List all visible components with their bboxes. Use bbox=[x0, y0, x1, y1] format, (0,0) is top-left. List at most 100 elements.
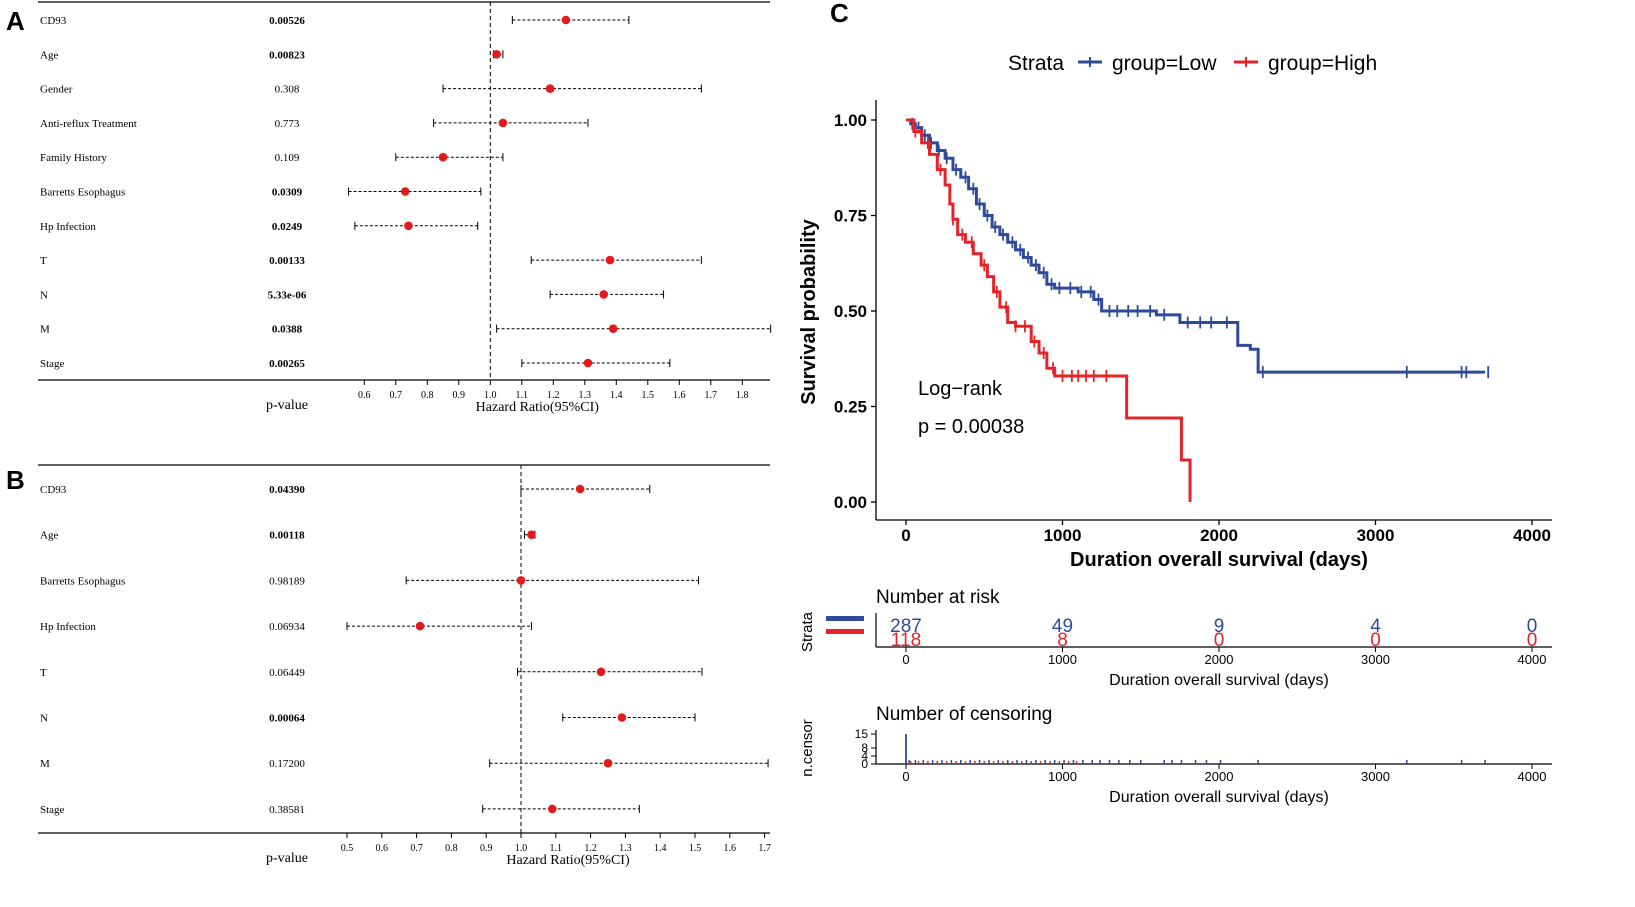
x-axis-label: Hazard Ratio(95%CI) bbox=[476, 400, 600, 415]
x-tick-label: 0.7 bbox=[390, 390, 403, 401]
x-tick-label: 1.1 bbox=[516, 390, 529, 401]
row-pvalue: 0.38581 bbox=[269, 804, 305, 816]
row-label: T bbox=[40, 255, 47, 267]
risk-count-high: 8 bbox=[1057, 630, 1068, 651]
hr-point bbox=[516, 576, 526, 585]
risk-swatch-high bbox=[826, 629, 864, 634]
censor-x-tick-label: 4000 bbox=[1518, 769, 1547, 784]
row-label: Age bbox=[40, 530, 58, 542]
row-pvalue: 0.04390 bbox=[269, 484, 305, 496]
row-pvalue: 0.00526 bbox=[269, 15, 305, 27]
risk-x-tick-label: 0 bbox=[902, 652, 909, 667]
hr-point bbox=[608, 324, 618, 334]
row-label: T bbox=[40, 667, 47, 679]
hr-point bbox=[583, 358, 593, 368]
row-label: Barretts Esophagus bbox=[40, 187, 125, 199]
hr-point bbox=[548, 804, 557, 814]
legend-label-high: group=High bbox=[1268, 52, 1377, 75]
x-tick-label: 0.6 bbox=[376, 843, 389, 854]
x-tick-label: 1000 bbox=[1044, 526, 1082, 545]
y-tick-label: 0.25 bbox=[834, 398, 867, 417]
row-pvalue: 0.00823 bbox=[269, 49, 305, 61]
row-label: CD93 bbox=[40, 15, 67, 27]
x-tick-label: 4000 bbox=[1513, 526, 1551, 545]
x-tick-label: 1.3 bbox=[579, 390, 592, 401]
row-label: N bbox=[40, 713, 48, 725]
x-tick-label: 1.7 bbox=[705, 390, 718, 401]
hr-point bbox=[527, 530, 536, 539]
censor-x-tick-label: 2000 bbox=[1205, 769, 1234, 784]
hr-point bbox=[617, 713, 627, 722]
x-tick-label: 1.4 bbox=[654, 843, 667, 854]
hr-point bbox=[415, 621, 425, 631]
x-tick-label: 1.1 bbox=[550, 843, 563, 854]
censor-y-tick-label: 4 bbox=[861, 749, 868, 763]
x-tick-label: 0.6 bbox=[358, 390, 371, 401]
hr-point bbox=[596, 667, 606, 677]
x-tick-label: 1.7 bbox=[758, 843, 771, 854]
x-tick-label: 0 bbox=[901, 526, 910, 545]
row-pvalue: 0.06934 bbox=[269, 621, 305, 633]
forest-plot-b: 0.5 0.6 0.7 0.8 0.9 1.0 1.1 1.2 1.3 1.4 1.5 1.6 1.7 H… bbox=[38, 464, 771, 868]
y-tick-label: 0.00 bbox=[834, 493, 867, 512]
logrank-label: Log−rank bbox=[918, 378, 1003, 400]
pvalue-header: p-value bbox=[266, 851, 308, 866]
censor-title: Number of censoring bbox=[876, 704, 1052, 725]
censor-x-label: Duration overall survival (days) bbox=[1109, 789, 1329, 806]
hr-point bbox=[492, 50, 501, 59]
row-label: Stage bbox=[40, 804, 65, 816]
risk-y-label: Strata bbox=[799, 611, 816, 652]
risk-count-low: 9 bbox=[1214, 616, 1225, 637]
hr-point bbox=[404, 221, 413, 231]
x-tick-label: 2000 bbox=[1200, 526, 1238, 545]
risk-count-high: 118 bbox=[891, 630, 921, 651]
censor-x-tick-label: 0 bbox=[902, 769, 909, 784]
row-pvalue: 0.308 bbox=[275, 84, 300, 96]
y-tick-label: 0.75 bbox=[834, 207, 867, 226]
hr-point bbox=[545, 84, 555, 93]
row-label: Family History bbox=[40, 152, 107, 164]
panel-a-label: A bbox=[6, 6, 25, 36]
row-pvalue: 0.00133 bbox=[269, 255, 305, 267]
survival-curve-low bbox=[906, 118, 1486, 374]
row-pvalue: 0.00064 bbox=[269, 713, 305, 725]
y-tick-label: 0.50 bbox=[834, 302, 867, 321]
x-axis-label: Duration overall survival (days) bbox=[1070, 549, 1368, 571]
risk-count-low: 0 bbox=[1527, 616, 1538, 637]
row-pvalue: 0.98189 bbox=[269, 575, 305, 587]
x-tick-label: 1.4 bbox=[610, 390, 623, 401]
row-label: M bbox=[40, 758, 50, 770]
x-tick-label: 0.8 bbox=[445, 843, 458, 854]
risk-x-tick-label: 2000 bbox=[1205, 652, 1234, 667]
row-pvalue: 0.773 bbox=[275, 118, 300, 130]
risk-count-high: 0 bbox=[1527, 630, 1538, 651]
censor-y-tick-label: 0 bbox=[861, 757, 868, 771]
row-pvalue: 0.06449 bbox=[269, 667, 305, 679]
row-pvalue: 0.0309 bbox=[272, 187, 303, 199]
x-tick-label: 1.0 bbox=[484, 390, 497, 401]
risk-x-tick-label: 3000 bbox=[1361, 652, 1390, 667]
censor-x-tick-label: 1000 bbox=[1048, 769, 1077, 784]
x-tick-label: 1.6 bbox=[724, 843, 737, 854]
x-tick-label: 0.8 bbox=[421, 390, 434, 401]
risk-x-label: Duration overall survival (days) bbox=[1109, 672, 1329, 689]
hr-point bbox=[438, 152, 448, 162]
row-pvalue: 0.00118 bbox=[269, 530, 305, 542]
x-tick-label: 1.2 bbox=[584, 843, 597, 854]
x-tick-label: 0.9 bbox=[480, 843, 493, 854]
hr-point bbox=[498, 118, 508, 128]
row-label: Stage bbox=[40, 358, 65, 370]
risk-count-high: 0 bbox=[1370, 630, 1381, 651]
x-tick-label: 0.7 bbox=[410, 843, 423, 854]
hr-point bbox=[575, 484, 585, 494]
row-pvalue: 0.0249 bbox=[272, 221, 303, 233]
row-pvalue: 0.0388 bbox=[272, 324, 303, 336]
x-tick-label: 1.3 bbox=[619, 843, 632, 854]
row-label: Barretts Esophagus bbox=[40, 575, 125, 587]
hr-point bbox=[599, 290, 608, 299]
legend-title: Strata bbox=[1008, 52, 1064, 75]
x-tick-label: 3000 bbox=[1357, 526, 1395, 545]
x-tick-label: 1.0 bbox=[515, 843, 528, 854]
censor-y-tick-label: 15 bbox=[855, 727, 869, 741]
